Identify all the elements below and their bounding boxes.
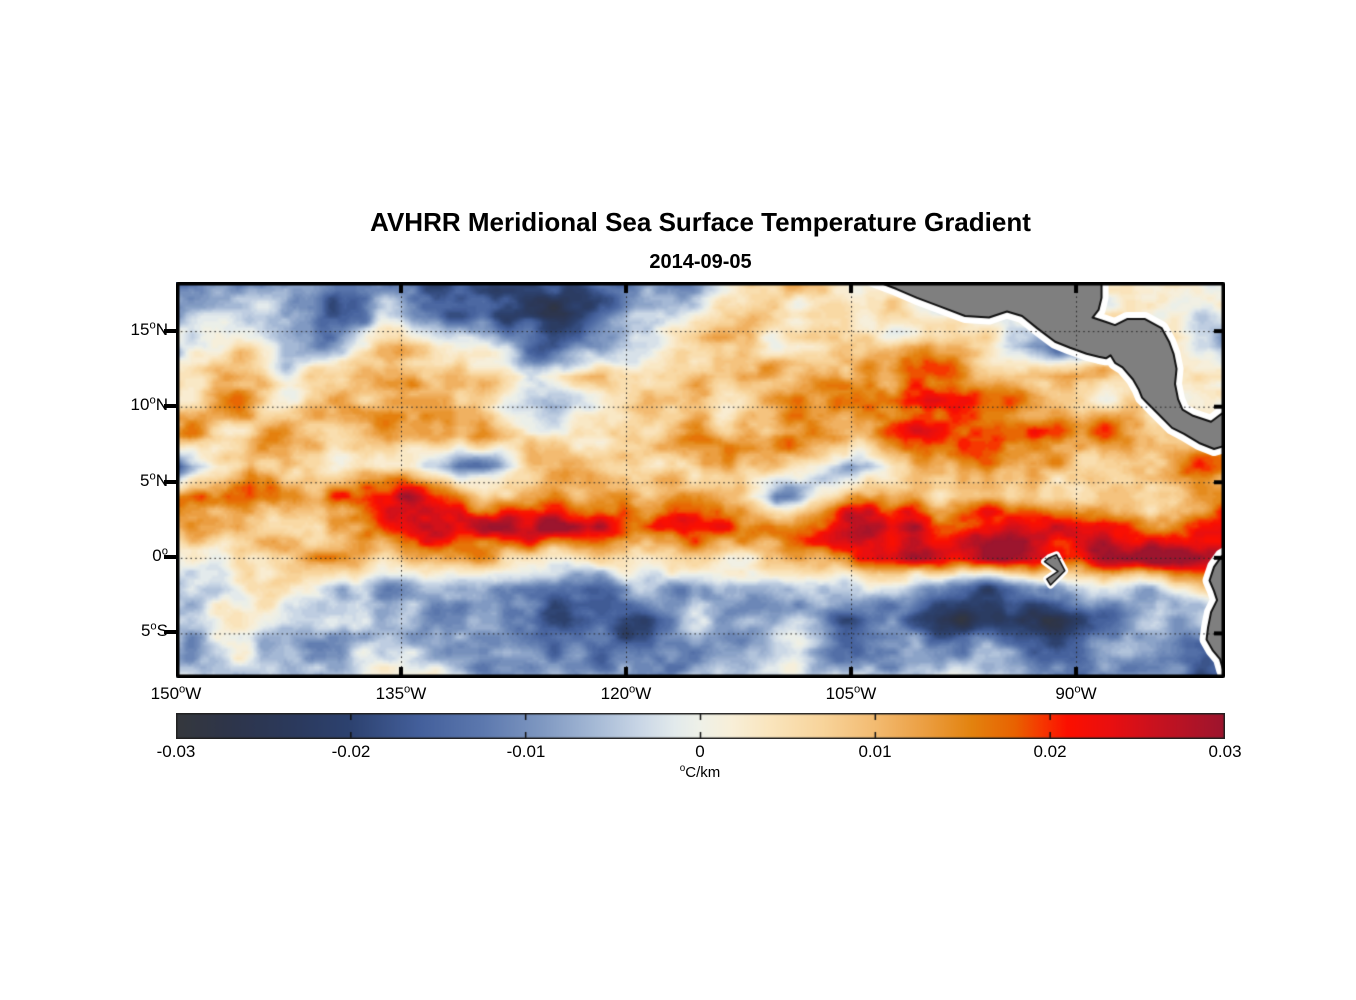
chart-title: AVHRR Meridional Sea Surface Temperature… [370,207,1031,237]
y-axis-tick-mark [164,480,176,484]
x-axis-tick-label: 105oW [825,683,877,703]
colorbar-tick-label: 0.03 [1208,742,1242,761]
y-axis-tick-mark [164,555,176,559]
y-axis-tick-mark [164,329,176,333]
colorbar-tick-label: 0.02 [1033,742,1067,761]
colorbar-canvas [176,713,1225,739]
chart-date-subtitle: 2014-09-05 [649,251,752,273]
x-axis-tick-label: 90oW [1055,683,1097,703]
colorbar-tick-label: -0.02 [331,742,371,761]
sst-gradient-map-canvas [176,282,1225,678]
x-axis-tick-label: 150oW [150,683,202,703]
y-axis-tick-label: 15oN [130,319,168,339]
colorbar-unit-label: oC/km [679,763,721,781]
y-axis-tick-label: 0o [152,545,168,565]
colorbar-tick-label: 0.01 [858,742,892,761]
y-axis-tick-mark [164,630,176,634]
y-axis-tick-label: 5oN [140,470,168,490]
y-axis-tick-mark [164,404,176,408]
y-axis-tick-label: 10oN [130,394,168,414]
colorbar-tick-label: -0.01 [506,742,546,761]
colorbar-tick-label: 0 [695,742,705,761]
y-axis-tick-label: 5oS [140,620,168,640]
colorbar-tick-label: -0.03 [156,742,196,761]
x-axis-tick-label: 135oW [375,683,427,703]
x-axis-tick-label: 120oW [600,683,652,703]
